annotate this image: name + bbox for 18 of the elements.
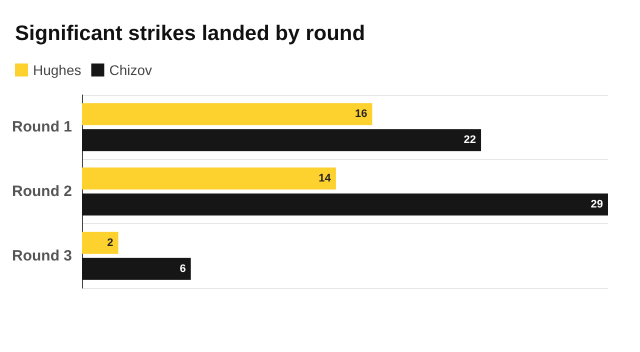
bar bbox=[82, 193, 608, 216]
bar bbox=[82, 232, 118, 254]
legend-label: Chizov bbox=[109, 62, 152, 78]
bar bbox=[82, 103, 372, 126]
data-label: 14 bbox=[318, 172, 332, 185]
data-label: 2 bbox=[107, 236, 114, 249]
y-tick-label: Round 3 bbox=[12, 247, 72, 264]
data-label: 6 bbox=[180, 262, 186, 275]
data-label: 22 bbox=[464, 134, 476, 146]
bar bbox=[82, 129, 482, 152]
bar bbox=[82, 258, 191, 280]
y-tick-label: Round 1 bbox=[12, 118, 72, 136]
legend-label: Hughes bbox=[33, 62, 82, 78]
data-label: 29 bbox=[590, 198, 603, 210]
chart-title: Significant strikes landed by round bbox=[15, 22, 366, 45]
data-label: 16 bbox=[354, 108, 368, 120]
bar bbox=[82, 168, 336, 190]
y-tick-label: Round 2 bbox=[12, 183, 72, 200]
